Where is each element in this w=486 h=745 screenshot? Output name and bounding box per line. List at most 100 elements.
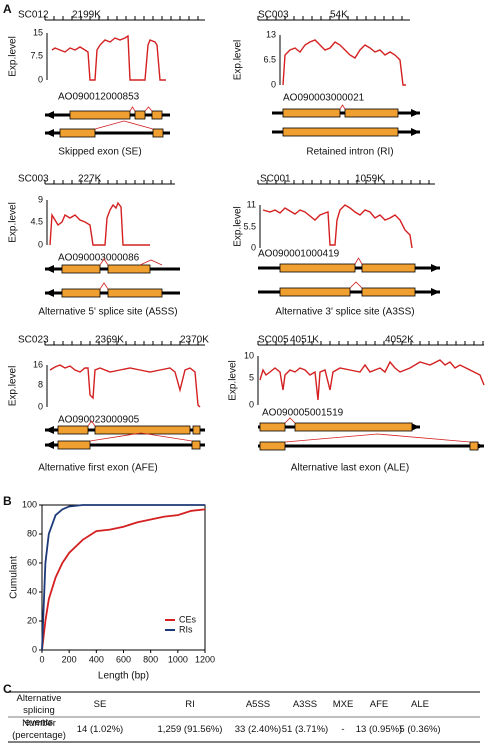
chromosome: SC023 bbox=[18, 335, 49, 346]
y-tick: 0 bbox=[38, 239, 43, 249]
position: 54K bbox=[330, 10, 348, 21]
junction bbox=[339, 104, 346, 110]
y-tick-label: 100 bbox=[22, 499, 37, 509]
junction bbox=[139, 259, 163, 266]
x-tick-label: 1200 bbox=[195, 654, 215, 664]
junction bbox=[284, 417, 296, 424]
y-tick: 5 bbox=[249, 372, 254, 382]
chromosome: SC001 bbox=[260, 174, 291, 185]
event-label: Retained intron (RI) bbox=[306, 147, 393, 158]
y-tick-label: 40 bbox=[27, 586, 37, 596]
y-tick: 13 bbox=[266, 29, 276, 39]
y-tick: 10 bbox=[244, 350, 254, 360]
panel-label: C bbox=[3, 682, 12, 696]
junction bbox=[99, 258, 109, 266]
table-header: RI bbox=[185, 699, 195, 710]
position: 1059K bbox=[355, 174, 384, 185]
expression-curve bbox=[49, 364, 201, 408]
gene-arrow bbox=[431, 264, 440, 272]
exon bbox=[192, 425, 201, 435]
exon bbox=[344, 108, 399, 118]
gene-id: AO090012000853 bbox=[58, 92, 140, 103]
table-header: A3SS bbox=[292, 699, 318, 710]
exon bbox=[107, 288, 163, 298]
exon bbox=[282, 127, 399, 137]
expression-curve bbox=[51, 34, 166, 81]
y-label: Exp.level bbox=[233, 40, 244, 81]
y-tick: 7.5 bbox=[30, 50, 43, 60]
x-axis-label: Length (bp) bbox=[98, 671, 149, 682]
y-label: Exp.level bbox=[228, 360, 239, 401]
event-label: Alternative last exon (ALE) bbox=[291, 463, 409, 474]
x-tick-label: 200 bbox=[62, 654, 77, 664]
gene-arrow bbox=[45, 129, 54, 137]
x-tick-label: 0 bbox=[39, 654, 44, 664]
position: 2199K bbox=[72, 10, 101, 21]
panel-label: A bbox=[3, 2, 12, 16]
x-tick-label: 800 bbox=[143, 654, 158, 664]
exon bbox=[134, 110, 146, 120]
exon bbox=[59, 128, 96, 138]
y-tick: 0 bbox=[38, 401, 43, 411]
junction bbox=[129, 106, 136, 112]
y-tick: 16 bbox=[33, 359, 43, 369]
position: 4052K bbox=[385, 335, 414, 346]
table-cell: Number (percentage) bbox=[12, 718, 66, 741]
y-tick: 6.5 bbox=[263, 54, 276, 64]
exon bbox=[61, 264, 101, 274]
event-label: Alternative first exon (AFE) bbox=[38, 463, 157, 474]
exon bbox=[94, 425, 191, 435]
y-tick: 15 bbox=[33, 27, 43, 37]
x-tick-label: 1000 bbox=[168, 654, 188, 664]
table-cell: 5 (0.36%) bbox=[399, 724, 441, 735]
legend-label: RIs bbox=[179, 624, 193, 634]
junction bbox=[99, 282, 109, 290]
gene-id: AO090005001519 bbox=[262, 408, 344, 419]
exon bbox=[191, 440, 201, 450]
position: 2369K bbox=[95, 335, 124, 346]
table-header: MXE bbox=[332, 699, 354, 710]
exon bbox=[279, 263, 356, 273]
panel-label: B bbox=[3, 494, 12, 508]
y-label: Exp.level bbox=[233, 206, 244, 247]
y-tick: 9 bbox=[38, 194, 43, 204]
event-label: Alternative 3' splice site (A3SS) bbox=[275, 307, 414, 318]
table-header: ALE bbox=[411, 699, 429, 710]
junction bbox=[354, 257, 363, 265]
y-tick: 0 bbox=[271, 79, 276, 89]
position: 4051K bbox=[290, 335, 319, 346]
exon bbox=[259, 422, 286, 432]
exon bbox=[282, 108, 341, 118]
y-tick: 0 bbox=[251, 242, 256, 252]
table-header: SE bbox=[93, 699, 107, 710]
y-tick: 4.5 bbox=[30, 216, 43, 226]
table-header: Alternative splicing events bbox=[16, 693, 62, 728]
y-tick: 11 bbox=[247, 199, 256, 209]
legend-label: CEs bbox=[179, 614, 197, 624]
table-cell: 51 (3.71%) bbox=[281, 724, 329, 735]
y-label: Exp.level bbox=[8, 366, 19, 407]
exon bbox=[152, 128, 164, 138]
y-tick-label: 0 bbox=[32, 644, 37, 654]
exon bbox=[57, 425, 89, 435]
y-tick: 0 bbox=[38, 74, 43, 84]
gene-id: AO090001000419 bbox=[258, 249, 340, 260]
chromosome: SC003 bbox=[258, 10, 289, 21]
gene-arrow bbox=[45, 265, 54, 273]
exon bbox=[279, 287, 351, 297]
junction bbox=[284, 433, 471, 443]
chromosome: SC003 bbox=[18, 174, 49, 185]
exon bbox=[151, 110, 163, 120]
table-cell: 33 (2.40%) bbox=[234, 724, 282, 735]
exon bbox=[469, 441, 479, 451]
exon bbox=[57, 440, 91, 450]
gene-arrow bbox=[411, 109, 420, 117]
gene-id: AO090023000905 bbox=[58, 415, 140, 426]
expression-curve bbox=[259, 359, 485, 401]
exon bbox=[69, 110, 131, 120]
expression-curve bbox=[282, 39, 406, 86]
table-cell: - bbox=[341, 724, 345, 735]
junction bbox=[94, 120, 154, 130]
